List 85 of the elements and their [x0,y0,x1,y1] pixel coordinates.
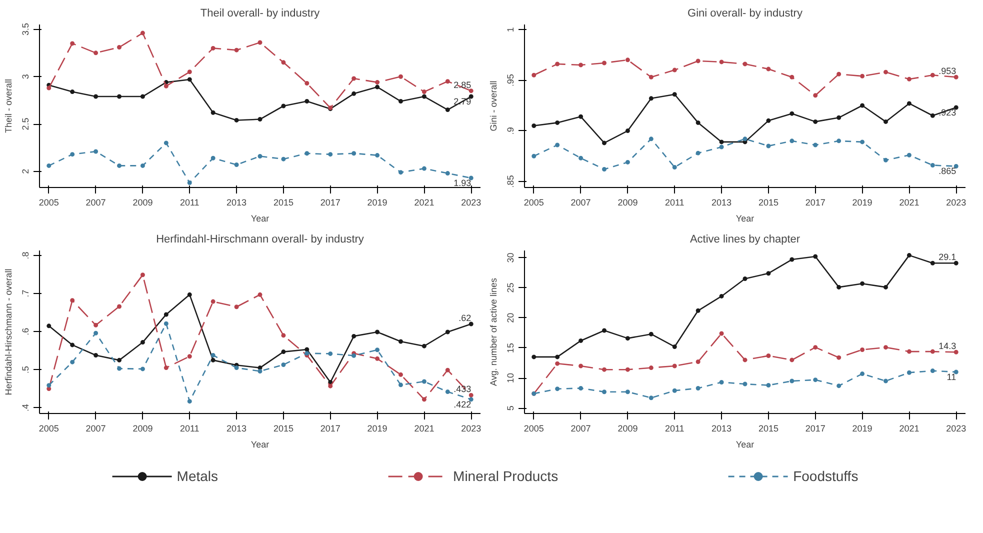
y-axis-title: Theil - overall [4,78,14,134]
y-tick-label: .8 [20,252,30,260]
data-label: .865 [938,166,956,176]
y-tick-label: 20 [506,312,516,323]
x-tick-label: 2007 [570,198,591,208]
x-tick-label: 2019 [367,424,388,434]
x-tick-label: 2021 [414,198,434,208]
legend-label: Foodstuffs [793,468,858,484]
y-tick-label: .9 [506,127,516,135]
y-tick-label: 2 [20,168,30,174]
x-tick-label: 2013 [226,424,247,434]
y-tick-label: .7 [20,290,30,298]
y-tick-label: 15 [506,342,516,353]
y-tick-label: .6 [20,328,30,336]
x-tick-label: 2017 [320,424,340,434]
x-tick-label: 2009 [618,424,638,434]
y-axis-title: Avg. number of active lines [488,278,498,386]
x-tick-label: 2017 [805,198,826,208]
x-tick-label: 2019 [367,198,388,208]
x-tick-label: 2011 [664,424,684,434]
data-label: 2.85 [454,80,472,90]
data-label: .923 [938,108,956,118]
x-tick-label: 2021 [899,424,920,434]
chart-title: Theil overall- by industry [200,8,320,20]
x-tick-label: 2005 [38,424,59,434]
data-label: 14.3 [938,341,956,352]
x-tick-label: 2009 [132,198,153,208]
y-tick-label: 25 [506,282,516,293]
x-tick-label: 2017 [805,424,826,434]
data-label: .62 [458,313,472,323]
x-tick-label: 2015 [273,424,294,434]
data-label: 29.1 [938,252,956,262]
x-tick-label: 2023 [946,424,966,434]
x-axis-title: Year [736,214,754,224]
x-tick-label: 2007 [86,424,106,434]
data-label: 1.93 [454,178,472,188]
x-tick-label: 2013 [712,424,732,434]
y-tick-label: .4 [20,404,30,412]
x-axis-title: Year [736,440,754,450]
x-tick-label: 2011 [664,198,684,208]
y-tick-label: 1 [506,27,516,32]
y-tick-label: 10 [506,373,516,384]
chart-title: Herfindahl-Hirschmann overall- by industry [156,234,364,246]
data-label: .433 [454,384,472,394]
x-tick-label: 2021 [899,198,920,208]
y-tick-label: .95 [506,74,516,86]
x-tick-label: 2009 [132,424,153,434]
chart-title: Active lines by chapter [690,234,800,246]
x-tick-label: 2011 [180,198,200,208]
x-tick-label: 2017 [320,198,340,208]
y-tick-label: 2.5 [20,118,30,130]
x-tick-label: 2021 [414,424,434,434]
x-tick-label: 2019 [852,198,872,208]
x-tick-label: 2009 [618,198,638,208]
chart-title: Gini overall- by industry [688,8,803,20]
y-tick-label: 3 [20,74,30,80]
x-tick-label: 2013 [712,198,732,208]
x-tick-label: 2019 [852,424,872,434]
y-axis-title: Herfindahl-Hirschmann - overall [4,268,14,396]
x-tick-label: 2007 [86,198,106,208]
x-axis-title: Year [250,440,270,450]
x-tick-label: 2005 [38,198,59,208]
y-tick-label: 3.5 [20,22,30,36]
x-tick-label: 2023 [461,198,482,208]
x-tick-label: 2005 [524,198,544,208]
y-tick-label: .5 [20,366,30,374]
legend-label: Metals [176,468,218,484]
y-tick-label: .85 [506,175,516,188]
x-tick-label: 2023 [461,424,482,434]
x-tick-label: 2011 [180,424,200,434]
x-tick-label: 2005 [524,424,544,434]
y-tick-label: 30 [506,252,516,263]
x-tick-label: 2015 [758,198,778,208]
data-label: .953 [938,66,956,76]
data-label: 11 [946,372,956,382]
x-tick-label: 2023 [946,198,966,208]
y-tick-label: 5 [506,406,516,411]
x-tick-label: 2013 [226,198,247,208]
y-axis-title: Gini - overall [488,80,498,132]
x-axis-title: Year [250,214,270,224]
x-tick-label: 2015 [273,198,294,208]
legend-label: Mineral Products [453,468,558,484]
data-label: .422 [454,399,472,410]
x-tick-label: 2007 [570,424,591,434]
x-tick-label: 2015 [758,424,778,434]
